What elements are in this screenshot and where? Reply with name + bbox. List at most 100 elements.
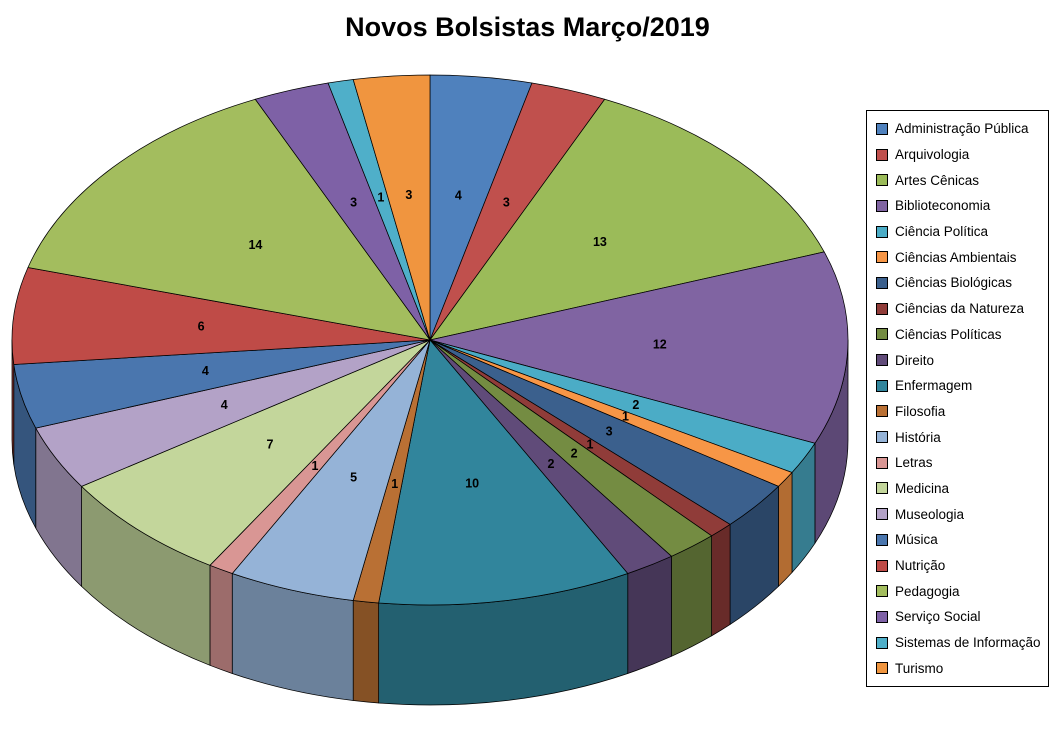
legend-label: História (895, 429, 941, 445)
legend-item[interactable]: Biblioteconomia (871, 193, 1044, 219)
legend-label: Direito (895, 352, 935, 368)
slice-value-label: 2 (548, 457, 555, 471)
legend-label: Filosofia (895, 403, 946, 419)
legend-label: Ciências Políticas (895, 326, 1002, 342)
slice-value-label: 2 (632, 398, 639, 412)
legend-label: Serviço Social (895, 609, 981, 625)
legend-swatch (876, 610, 888, 623)
legend-item[interactable]: Artes Cênicas (871, 167, 1044, 193)
legend-label: Museologia (895, 506, 965, 522)
chart-title: Novos Bolsistas Março/2019 (345, 12, 710, 42)
legend-swatch (876, 379, 888, 392)
legend-label: Ciências Biológicas (895, 275, 1013, 291)
legend-item[interactable]: Pedagogia (871, 578, 1044, 604)
pie-slice[interactable] (378, 339, 629, 606)
legend-item[interactable]: Museologia (871, 501, 1044, 527)
legend-item[interactable]: História (871, 424, 1044, 450)
legend-label: Música (895, 532, 938, 548)
slice-value-label: 4 (202, 364, 209, 378)
pie-slice[interactable] (81, 339, 431, 566)
slice-value-label: 7 (267, 438, 274, 452)
pie-slice[interactable] (11, 267, 431, 365)
slice-value-label: 1 (391, 477, 398, 491)
legend-label: Biblioteconomia (895, 198, 991, 214)
slice-value-label: 1 (587, 438, 594, 452)
legend-item[interactable]: Sistemas de Informação (871, 630, 1044, 656)
legend-item[interactable]: Filosofia (871, 399, 1044, 425)
legend-swatch (876, 585, 888, 598)
slice-value-label: 12 (653, 338, 667, 352)
legend-label: Pedagogia (895, 583, 960, 599)
pie-slice-side (352, 600, 380, 704)
legend-item[interactable]: Ciências Políticas (871, 322, 1044, 348)
legend-swatch (876, 251, 888, 264)
slice-value-label: 4 (221, 398, 228, 412)
legend-item[interactable]: Arquivologia (871, 142, 1044, 168)
legend-label: Ciências Ambientais (895, 249, 1017, 265)
slice-value-label: 5 (350, 471, 357, 485)
slice-value-label: 1 (622, 410, 629, 424)
legend-item[interactable]: Medicina (871, 476, 1044, 502)
legend-item[interactable]: Ciência Política (871, 219, 1044, 245)
legend-swatch (876, 225, 888, 238)
legend-swatch (876, 456, 888, 469)
slice-value-label: 14 (248, 238, 262, 252)
legend-item[interactable]: Ciências Ambientais (871, 244, 1044, 270)
legend-item[interactable]: Turismo (871, 655, 1044, 681)
slice-value-label: 6 (198, 320, 205, 334)
legend-swatch (876, 662, 888, 675)
legend-label: Enfermagem (895, 378, 973, 394)
slice-value-label: 3 (503, 196, 510, 210)
legend-swatch (876, 636, 888, 649)
legend-swatch (876, 302, 888, 315)
pie-slice[interactable] (429, 98, 825, 341)
legend-label: Letras (895, 455, 933, 471)
legend-item[interactable]: Administração Pública (871, 116, 1044, 142)
legend-item[interactable]: Letras (871, 450, 1044, 476)
legend-item[interactable]: Nutrição (871, 553, 1044, 579)
pie-slice[interactable] (352, 74, 431, 341)
legend-swatch (876, 328, 888, 341)
legend-label: Arquivologia (895, 147, 970, 163)
legend-label: Ciências da Natureza (895, 301, 1025, 317)
legend-item[interactable]: Serviço Social (871, 604, 1044, 630)
legend-swatch (876, 148, 888, 161)
legend-swatch (876, 533, 888, 546)
legend-swatch (876, 199, 888, 212)
slice-value-label: 2 (571, 447, 578, 461)
slice-value-label: 1 (377, 191, 384, 205)
slice-value-label: 4 (455, 188, 462, 202)
pie-slice-side (778, 472, 793, 587)
slice-value-label: 1 (312, 459, 319, 473)
slice-value-label: 3 (606, 424, 613, 438)
legend-item[interactable]: Enfermagem (871, 373, 1044, 399)
pie-slice-side (711, 524, 731, 637)
slice-value-label: 3 (350, 196, 357, 210)
legend-swatch (876, 122, 888, 135)
slice-value-label: 3 (405, 188, 412, 202)
legend-item[interactable]: Ciências Biológicas (871, 270, 1044, 296)
legend-item[interactable]: Música (871, 527, 1044, 553)
legend: Administração Pública Arquivologia Artes C… (866, 110, 1049, 688)
legend-label: Sistemas de Informação (895, 635, 1041, 651)
legend-label: Medicina (895, 480, 950, 496)
legend-label: Artes Cênicas (895, 172, 980, 188)
legend-swatch (876, 431, 888, 444)
legend-swatch (876, 508, 888, 521)
legend-swatch (876, 559, 888, 572)
legend-swatch (876, 354, 888, 367)
legend-label: Nutrição (895, 558, 946, 574)
slice-value-label: 10 (465, 476, 479, 490)
legend-swatch (876, 276, 888, 289)
legend-swatch (876, 482, 888, 495)
legend-item[interactable]: Ciências da Natureza (871, 296, 1044, 322)
legend-label: Ciência Política (895, 224, 989, 240)
pie-slice[interactable] (429, 251, 849, 444)
legend-item[interactable]: Direito (871, 347, 1044, 373)
pie-slice-side (209, 564, 233, 674)
pie-slice[interactable] (27, 98, 431, 341)
slice-value-label: 13 (593, 235, 607, 249)
legend-label: Administração Pública (895, 121, 1029, 137)
